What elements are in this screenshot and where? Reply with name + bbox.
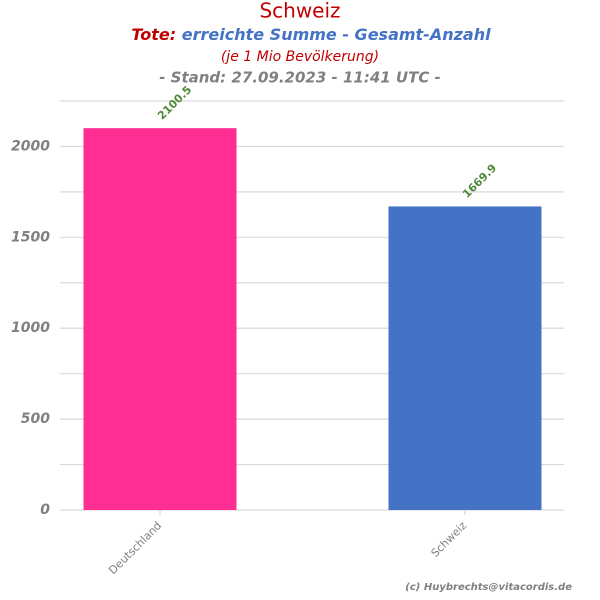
y-tick-label: 0 (40, 502, 50, 518)
x-tick-label: Schweiz (429, 519, 470, 560)
credit: (c) Huybrechts@vitacordis.de (405, 582, 572, 593)
subtitle-prefix: Tote: (131, 25, 176, 44)
chart-note: (je 1 Mio Bevölkerung) (221, 49, 379, 65)
subtitle-main: erreichte Summe - Gesamt-Anzahl (182, 25, 491, 44)
bar (388, 206, 542, 511)
y-tick-label: 1000 (11, 320, 50, 336)
y-tick-label: 2000 (11, 138, 50, 154)
bar (83, 128, 237, 510)
y-tick-label: 1500 (11, 229, 50, 245)
chart-subtitle: Tote: erreichte Summe - Gesamt-Anzahl (131, 25, 491, 44)
chart-title: Schweiz (259, 0, 340, 23)
date-line: - Stand: 27.09.2023 - 11:41 UTC - (159, 69, 441, 87)
value-label: 2100.5 (155, 83, 194, 122)
x-tick-label: Deutschland (106, 519, 164, 577)
value-label: 1669.9 (460, 161, 499, 200)
y-tick-label: 500 (21, 411, 50, 427)
